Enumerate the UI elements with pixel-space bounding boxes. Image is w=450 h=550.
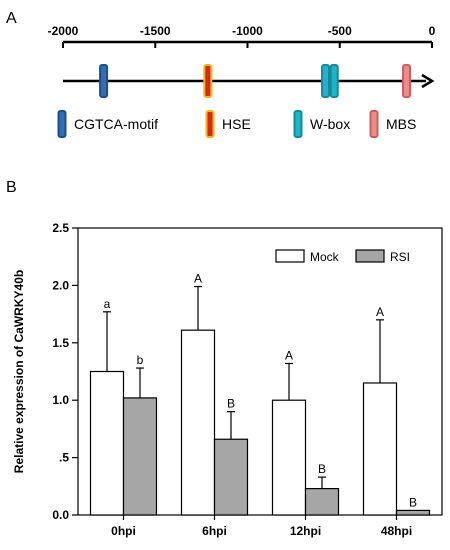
significance-letter: b (137, 353, 144, 367)
scale-tick-label: 0 (429, 24, 436, 38)
scale-tick-label: -500 (328, 24, 352, 38)
scale-tick-label: -2000 (48, 24, 79, 38)
y-tick-label: 2.0 (52, 278, 69, 292)
scale-tick-label: -1500 (140, 24, 171, 38)
y-tick-label: 1.5 (52, 336, 69, 350)
significance-letter: A (285, 348, 293, 362)
y-tick-label: 1.0 (52, 393, 69, 407)
legend-swatch (275, 249, 305, 263)
promoter-map: -2000 -1500 -1000 -500 0 (48, 24, 436, 98)
legend-swatch (205, 110, 215, 138)
mock-bar (180, 329, 216, 516)
legend-swatch (293, 110, 303, 138)
legend-label: HSE (222, 116, 251, 132)
significance-letter: A (194, 272, 202, 286)
panel-a-label: A (6, 10, 17, 27)
element-cgtcamotif-marker (99, 64, 109, 98)
x-tick-label: 12hpi (290, 524, 321, 538)
x-tick-label: 48hpi (381, 524, 412, 538)
legend-label: W-box (310, 116, 350, 132)
expression-bar-chart: 0.0 .5 1.0 1.5 2.0 2.5 Relative expression of … (12, 221, 443, 538)
y-tick-label: .5 (59, 451, 69, 465)
y-axis-label: Relative expression of CaWRKY40b (12, 270, 26, 473)
significance-letter: B (318, 462, 326, 476)
x-tick-label: 6hpi (202, 524, 227, 538)
y-tick-label: 2.5 (52, 221, 69, 235)
element-wbox-marker (321, 64, 331, 98)
legend-swatch (369, 110, 379, 138)
element-mbs-marker (402, 64, 412, 98)
significance-letter: A (376, 305, 384, 319)
scale-tick-label: -1000 (232, 24, 263, 38)
legend-swatch (57, 110, 67, 138)
y-tick-label: 0.0 (52, 508, 69, 522)
significance-letter: B (227, 397, 235, 411)
promoter-arrowhead (421, 73, 435, 89)
panel-b-label: B (6, 179, 17, 196)
rsi-bar (395, 509, 431, 516)
element-wbox-marker (329, 64, 339, 98)
significance-letter: B (409, 495, 417, 509)
plot-frame (77, 227, 443, 516)
legend-label: Mock (310, 250, 340, 264)
element-hse-marker (203, 64, 213, 98)
legend-label: RSI (390, 250, 410, 264)
legend-swatch (355, 249, 385, 263)
promoter-legend: CGTCA-motif HSE W-box MBS (57, 110, 416, 138)
rsi-bar (122, 397, 158, 516)
mock-bar (271, 399, 307, 516)
rsi-bar (304, 487, 340, 516)
legend-label: CGTCA-motif (74, 116, 158, 132)
mock-bar (89, 370, 125, 516)
x-tick-label: 0hpi (111, 524, 136, 538)
rsi-bar (213, 438, 249, 516)
legend-label: MBS (386, 116, 416, 132)
significance-letter: a (104, 297, 111, 311)
mock-bar (362, 382, 398, 516)
